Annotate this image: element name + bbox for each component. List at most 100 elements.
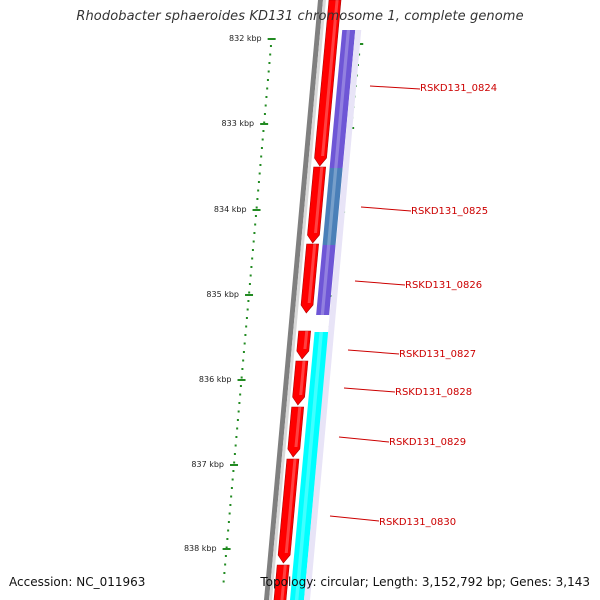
gene-leader-line	[329, 515, 380, 522]
gene-label[interactable]: RSKD131_0828	[395, 387, 472, 398]
gene-leader-line	[369, 85, 421, 90]
cds-arrow-0827-highlight	[303, 331, 309, 349]
minor-tick	[244, 334, 247, 336]
gene-leader-line	[360, 206, 412, 212]
reverse-band-0825-highlight	[327, 168, 338, 245]
minor-tick	[234, 444, 237, 447]
minor-tick	[245, 325, 248, 328]
backbone-shadow	[269, 0, 326, 600]
cds-arrow-0824-highlight	[321, 0, 339, 156]
minor-tick	[262, 130, 265, 132]
gene-label[interactable]: RSKD131_0827	[399, 349, 476, 360]
minor-tick	[256, 198, 259, 200]
major-tick	[230, 464, 239, 466]
minor-tick	[233, 461, 236, 464]
kbp-tick-label: 836 kbp	[199, 375, 232, 384]
cds-arrow-0829-highlight	[294, 407, 302, 447]
major-tick	[222, 548, 231, 550]
minor-tick	[252, 240, 255, 243]
minor-tick	[266, 79, 269, 81]
forward-strand-track	[273, 0, 342, 600]
cds-arrow-0831-highlight	[280, 565, 287, 600]
minor-tick	[251, 249, 254, 251]
minor-tick	[251, 257, 254, 260]
gene-leader-line	[347, 349, 400, 355]
minor-tick	[232, 470, 235, 472]
kbp-tick-label: 833 kbp	[222, 119, 255, 128]
cds-arrow-0824[interactable]	[314, 0, 342, 167]
minor-tick	[269, 45, 272, 47]
inner-major-tick	[357, 43, 364, 45]
minor-tick	[246, 308, 249, 311]
minor-tick	[235, 436, 238, 438]
cds-arrow-0827[interactable]	[296, 330, 311, 360]
minor-tick	[222, 580, 225, 583]
cds-arrow-0826-highlight	[307, 244, 317, 303]
minor-tick	[257, 181, 260, 183]
minor-tick	[237, 410, 240, 413]
gene-label[interactable]: RSKD131_0830	[379, 517, 456, 528]
minor-tick	[250, 266, 253, 268]
minor-tick	[236, 419, 239, 421]
minor-tick	[224, 555, 227, 557]
minor-tick	[263, 113, 266, 115]
minor-tick	[248, 283, 251, 285]
minor-tick	[245, 317, 248, 319]
minor-tick	[224, 563, 227, 566]
cds-arrow-0830[interactable]	[277, 458, 300, 564]
reverse-track-wash	[304, 30, 362, 600]
inner-minor-tick	[358, 53, 361, 56]
backbone-track	[264, 0, 326, 600]
minor-tick	[258, 172, 261, 175]
gene-labels: RSKD131_0824 RSKD131_0825 RSKD131_0826 RSKD…	[329, 83, 497, 528]
cds-arrow-0829[interactable]	[287, 406, 305, 458]
minor-tick	[254, 223, 257, 226]
kbp-tick-label: 834 kbp	[214, 205, 247, 214]
minor-tick	[227, 521, 230, 523]
minor-tick	[248, 291, 251, 294]
kbp-tick-label: 835 kbp	[206, 290, 239, 299]
minor-tick	[257, 189, 260, 192]
minor-tick	[236, 427, 239, 430]
minor-tick	[254, 215, 257, 217]
minor-tick	[267, 70, 270, 73]
minor-tick	[269, 53, 272, 56]
minor-tick	[238, 402, 241, 404]
minor-tick	[227, 529, 230, 532]
minor-tick	[231, 478, 234, 481]
cds-arrow-0828-highlight	[299, 361, 306, 395]
minor-tick	[260, 155, 263, 158]
reverse-band-0824-highlight	[334, 30, 351, 168]
minor-tick	[223, 572, 226, 574]
major-tick	[267, 38, 276, 40]
reverse-band-0826-highlight	[320, 245, 331, 315]
minor-tick	[230, 487, 233, 489]
gene-label[interactable]: RSKD131_0824	[420, 83, 497, 94]
minor-tick	[241, 368, 244, 370]
cds-arrow-0826[interactable]	[300, 243, 319, 314]
minor-tick	[242, 351, 245, 353]
genome-stats-text: Topology: circular; Length: 3,152,792 bp…	[260, 575, 590, 589]
backbone-line	[264, 0, 323, 600]
minor-tick	[264, 104, 267, 107]
reverse-band-0825	[322, 168, 343, 245]
gene-label[interactable]: RSKD131_0829	[389, 437, 466, 448]
accession-text: Accession: NC_011963	[9, 575, 146, 589]
gene-label[interactable]: RSKD131_0825	[411, 206, 488, 217]
reverse-band-0827-0830-highlight	[294, 332, 323, 600]
reverse-strand-track	[290, 30, 362, 600]
minor-tick	[239, 393, 242, 396]
cds-arrow-0825[interactable]	[307, 166, 327, 244]
minor-tick	[247, 300, 250, 302]
gene-label[interactable]: RSKD131_0826	[405, 280, 482, 291]
minor-tick	[260, 147, 263, 149]
reverse-band-0827-0830	[290, 332, 329, 600]
cds-arrow-0831[interactable]	[273, 564, 290, 600]
minor-tick	[253, 232, 256, 234]
cds-arrow-0828[interactable]	[292, 360, 309, 406]
kbp-tick-label: 838 kbp	[184, 544, 217, 553]
minor-tick	[229, 504, 232, 506]
major-tick	[260, 123, 269, 125]
gene-leader-line	[338, 436, 390, 443]
